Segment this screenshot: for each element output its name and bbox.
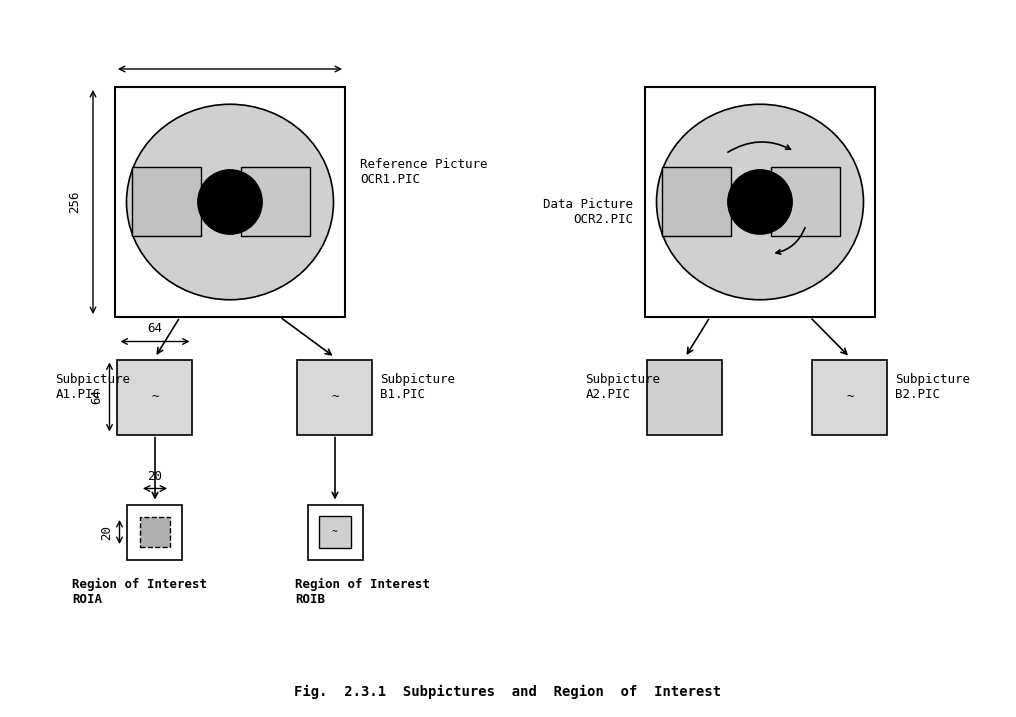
- Text: Fig.  2.3.1  Subpictures  and  Region  of  Interest: Fig. 2.3.1 Subpictures and Region of Int…: [295, 685, 721, 699]
- Circle shape: [198, 170, 262, 234]
- Bar: [132, 168, 201, 237]
- Text: Subpicture
A2.PIC: Subpicture A2.PIC: [585, 373, 660, 401]
- Text: 64: 64: [147, 323, 163, 336]
- Text: Subpicture
A1.PIC: Subpicture A1.PIC: [56, 373, 130, 401]
- Text: 256: 256: [68, 191, 81, 213]
- Ellipse shape: [127, 104, 333, 300]
- Text: 64: 64: [90, 389, 104, 404]
- Text: Region of Interest
ROIB: Region of Interest ROIB: [296, 577, 431, 606]
- Bar: [127, 505, 183, 559]
- Bar: [308, 505, 363, 559]
- Bar: [647, 359, 722, 435]
- Text: Subpicture
B2.PIC: Subpicture B2.PIC: [895, 373, 970, 401]
- Text: ~: ~: [151, 391, 158, 404]
- Bar: [645, 87, 875, 317]
- Bar: [140, 517, 170, 547]
- Text: Reference Picture
OCR1.PIC: Reference Picture OCR1.PIC: [360, 158, 488, 186]
- Text: ~: ~: [331, 391, 338, 404]
- Bar: [771, 168, 840, 237]
- Bar: [662, 168, 732, 237]
- Bar: [115, 87, 345, 317]
- FancyArrowPatch shape: [727, 142, 790, 152]
- Circle shape: [727, 170, 792, 234]
- Bar: [813, 359, 888, 435]
- Text: 20: 20: [147, 470, 163, 483]
- Text: Region of Interest
ROIA: Region of Interest ROIA: [72, 577, 207, 606]
- Ellipse shape: [656, 104, 864, 300]
- Text: ~: ~: [332, 527, 338, 537]
- FancyArrowPatch shape: [776, 227, 805, 254]
- Bar: [118, 359, 192, 435]
- Text: Subpicture
B1.PIC: Subpicture B1.PIC: [381, 373, 455, 401]
- Bar: [319, 516, 351, 548]
- Bar: [298, 359, 373, 435]
- Text: 20: 20: [101, 525, 114, 539]
- Bar: [242, 168, 311, 237]
- Text: ~: ~: [846, 391, 853, 404]
- Text: Data Picture
OCR2.PIC: Data Picture OCR2.PIC: [543, 198, 633, 226]
